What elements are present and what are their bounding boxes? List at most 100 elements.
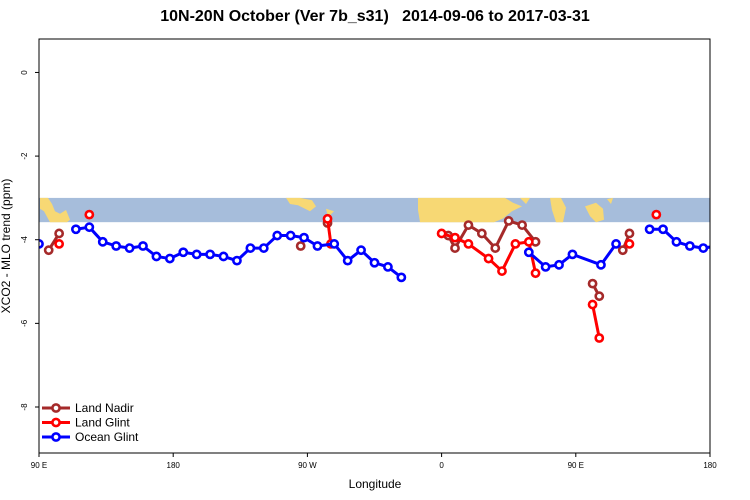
data-point bbox=[383, 262, 393, 272]
data-point bbox=[503, 216, 514, 226]
data-point bbox=[540, 262, 551, 272]
data-point bbox=[587, 278, 598, 289]
legend-swatch-marker bbox=[51, 417, 61, 428]
data-point bbox=[450, 232, 460, 243]
data-point bbox=[713, 242, 720, 249]
x-tick-label: 90 W bbox=[298, 461, 317, 470]
y-tick-label: -2 bbox=[20, 152, 29, 160]
data-point bbox=[205, 249, 216, 260]
land-ocean-band bbox=[39, 197, 710, 223]
data-point bbox=[611, 239, 621, 249]
data-point bbox=[463, 239, 474, 249]
series-land-glint bbox=[54, 209, 662, 343]
data-point bbox=[684, 241, 695, 251]
data-point bbox=[517, 220, 528, 230]
land-shape bbox=[286, 197, 316, 212]
data-point bbox=[671, 236, 682, 247]
data-point bbox=[272, 230, 283, 241]
data-point bbox=[369, 257, 380, 268]
data-point bbox=[71, 224, 81, 235]
y-tick-label: -8 bbox=[20, 403, 29, 411]
y-axis: 0 -2 -4 -6 -8 bbox=[20, 70, 39, 411]
data-point bbox=[698, 243, 709, 253]
legend-label: Ocean Glint bbox=[75, 430, 139, 444]
x-tick-label: 180 bbox=[167, 461, 181, 470]
chart-title: 10N-20N October (Ver 7b_s31) 2014-09-06 … bbox=[160, 8, 590, 25]
data-point bbox=[450, 243, 460, 253]
land-shape bbox=[550, 197, 566, 223]
x-tick-label: 90 E bbox=[568, 461, 584, 470]
legend-label: Land Nadir bbox=[75, 401, 134, 415]
y-axis-title: XCO2 - MLO trend (ppm) bbox=[0, 179, 13, 314]
series-line bbox=[75, 225, 403, 279]
data-point bbox=[463, 220, 474, 230]
data-point bbox=[658, 224, 668, 235]
data-point bbox=[312, 241, 323, 251]
series-land-nadir bbox=[43, 216, 635, 302]
data-point bbox=[727, 253, 734, 260]
land-shape bbox=[607, 197, 613, 204]
data-point bbox=[54, 239, 65, 249]
data-point bbox=[232, 255, 242, 266]
data-point bbox=[342, 255, 353, 266]
data-point bbox=[84, 209, 95, 220]
x-axis-title: Longitude bbox=[349, 477, 402, 491]
x-tick-label: 90 E bbox=[31, 461, 47, 470]
data-point bbox=[178, 247, 189, 258]
y-tick-label: -6 bbox=[20, 319, 29, 327]
data-point bbox=[594, 291, 605, 302]
land-shape bbox=[585, 202, 604, 223]
data-point bbox=[191, 249, 202, 260]
x-tick-label: 0 bbox=[439, 461, 444, 470]
data-point bbox=[436, 228, 447, 239]
data-point bbox=[138, 241, 148, 251]
data-point bbox=[567, 249, 578, 260]
land-shape bbox=[520, 197, 530, 204]
x-tick-label: 180 bbox=[703, 461, 717, 470]
data-point bbox=[151, 251, 162, 262]
data-point bbox=[490, 243, 501, 253]
data-point bbox=[245, 243, 256, 253]
data-point bbox=[523, 247, 534, 258]
series-ocean-glint bbox=[39, 222, 734, 283]
data-point bbox=[624, 228, 635, 239]
data-point bbox=[54, 228, 65, 239]
data-point bbox=[329, 239, 340, 249]
data-point bbox=[356, 245, 366, 256]
data-point bbox=[97, 236, 108, 247]
data-point bbox=[111, 241, 122, 251]
data-point bbox=[396, 272, 407, 283]
data-point bbox=[218, 251, 229, 262]
data-point bbox=[164, 253, 175, 264]
data-point bbox=[596, 259, 606, 270]
data-point bbox=[530, 268, 541, 279]
series-line bbox=[591, 304, 601, 339]
data-point bbox=[43, 245, 54, 256]
data-point bbox=[651, 209, 662, 220]
legend-swatch-marker bbox=[51, 432, 61, 442]
data-point bbox=[476, 228, 487, 239]
data-point bbox=[510, 239, 521, 249]
plot-frame bbox=[38, 38, 711, 454]
data-point bbox=[295, 241, 306, 251]
data-point bbox=[594, 333, 605, 343]
data-point bbox=[84, 222, 95, 233]
data-point bbox=[617, 245, 628, 256]
y-tick-label: 0 bbox=[20, 70, 29, 75]
data-point bbox=[299, 232, 309, 243]
data-point bbox=[554, 259, 564, 270]
data-point bbox=[483, 253, 494, 264]
legend-swatch-marker bbox=[51, 403, 61, 413]
data-point bbox=[523, 236, 534, 247]
data-point bbox=[285, 230, 296, 241]
data-point bbox=[258, 243, 269, 253]
data-point bbox=[124, 243, 135, 253]
data-point bbox=[624, 239, 635, 249]
data-point bbox=[497, 266, 507, 276]
data-point bbox=[644, 224, 655, 235]
land-shape bbox=[40, 197, 70, 223]
data-point bbox=[587, 299, 598, 310]
series-layer bbox=[39, 209, 734, 343]
